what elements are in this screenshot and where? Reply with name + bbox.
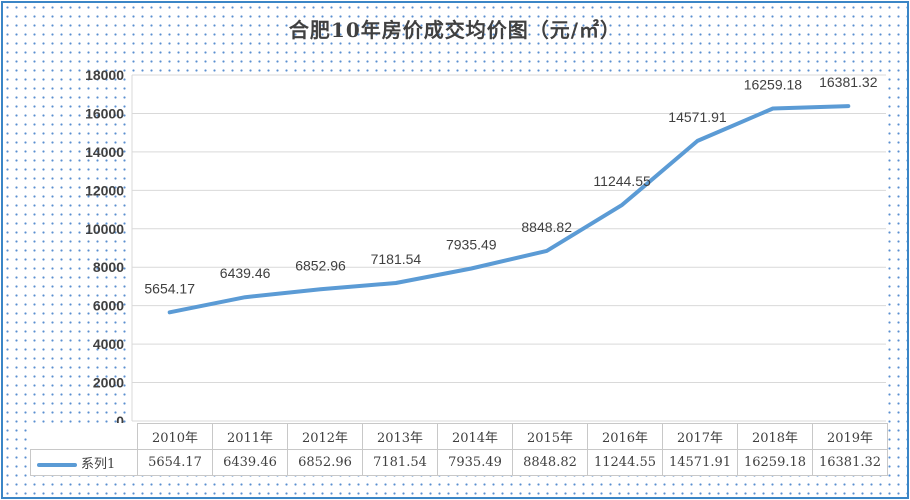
data-label: 7935.49 <box>446 236 497 252</box>
data-label: 14571.91 <box>668 109 727 125</box>
legend-line-swatch <box>37 462 77 467</box>
legend-entry: 系列1 <box>30 449 138 476</box>
category-row: 2010年 2011年 2012年 2013年 2014年 2015年 2016年 2017年… <box>30 423 888 450</box>
y-tick-label: 10000 <box>85 221 124 237</box>
table-value-cell: 7935.49 <box>437 449 513 476</box>
series-row: 系列1 5654.17 6439.46 6852.96 7181.54 7935.49 8… <box>30 449 888 476</box>
x-category-label: 2012年 <box>287 423 363 450</box>
table-value-cell: 11244.55 <box>587 449 663 476</box>
y-tick-label: 12000 <box>85 182 124 198</box>
data-label: 11244.55 <box>593 173 651 189</box>
data-label: 8848.82 <box>521 219 572 235</box>
data-label: 6439.46 <box>220 265 271 281</box>
table-value-cell: 8848.82 <box>512 449 588 476</box>
chart-title: 合肥10年房价成交均价图（元/㎡） <box>288 18 622 42</box>
series-line-layer <box>167 104 851 315</box>
x-category-label: 2018年 <box>737 423 813 450</box>
y-tick-label: 2000 <box>93 375 124 391</box>
data-label: 6852.96 <box>295 257 346 273</box>
y-tick-label: 6000 <box>93 298 124 314</box>
x-category-label: 2017年 <box>662 423 738 450</box>
table-corner <box>30 423 138 450</box>
series-line <box>167 104 851 315</box>
table-value-cell: 6852.96 <box>287 449 363 476</box>
data-label-layer: 5654.17 6439.46 6852.96 7181.54 7935.49 8848.… <box>144 74 878 313</box>
table-value-cell: 16259.18 <box>737 449 813 476</box>
x-category-label: 2011年 <box>212 423 288 450</box>
x-category-label: 2019年 <box>812 423 888 450</box>
y-tick-label: 14000 <box>85 144 124 160</box>
data-table: 2010年 2011年 2012年 2013年 2014年 2015年 2016年 2017年… <box>30 423 888 476</box>
table-value-cell: 16381.32 <box>812 449 888 476</box>
y-tick-label: 0 <box>116 413 124 429</box>
data-label: 16381.32 <box>819 74 878 90</box>
data-label: 7181.54 <box>371 251 422 267</box>
y-tick-label: 8000 <box>93 259 124 275</box>
table-value-cell: 7181.54 <box>362 449 438 476</box>
legend-label: 系列1 <box>81 457 116 472</box>
x-category-label: 2013年 <box>362 423 438 450</box>
x-category-label: 2015年 <box>512 423 588 450</box>
x-category-label: 2016年 <box>587 423 663 450</box>
data-label: 16259.18 <box>744 76 803 92</box>
data-label: 5654.17 <box>144 280 195 296</box>
table-value-cell: 14571.91 <box>662 449 738 476</box>
plot-area <box>132 72 886 424</box>
y-tick-label: 18000 <box>85 67 124 83</box>
grid-layer <box>131 74 886 422</box>
table-value-cell: 6439.46 <box>212 449 288 476</box>
table-value-cell: 5654.17 <box>137 449 213 476</box>
x-category-label: 2014年 <box>437 423 513 450</box>
y-axis-ticks: 0 2000 4000 6000 8000 10000 12000 14000 16000 180… <box>85 67 124 429</box>
y-tick-label: 4000 <box>93 336 124 352</box>
x-category-label: 2010年 <box>137 423 213 450</box>
y-tick-label: 16000 <box>85 105 124 121</box>
